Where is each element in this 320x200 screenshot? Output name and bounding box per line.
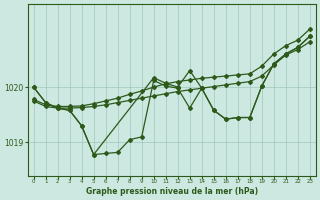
X-axis label: Graphe pression niveau de la mer (hPa): Graphe pression niveau de la mer (hPa) xyxy=(86,187,258,196)
